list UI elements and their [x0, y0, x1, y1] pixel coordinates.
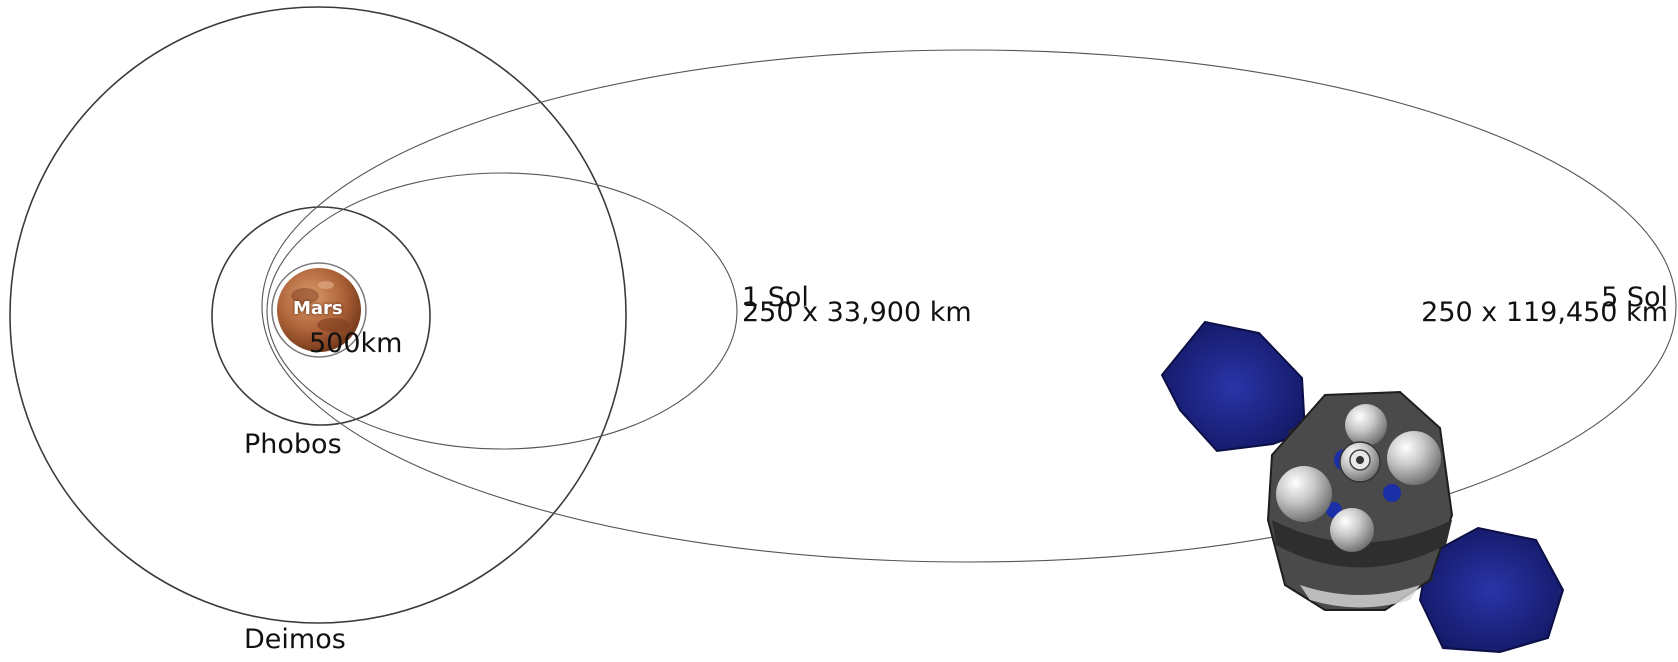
mars-label: Mars [293, 298, 343, 319]
orbit-1sol-dims: 250 x 33,900 km [742, 297, 972, 328]
phobos-orbit [211, 206, 431, 426]
deimos-orbit [9, 6, 627, 624]
phobos-label: Phobos [244, 429, 342, 460]
solar-panel-upper [1160, 320, 1307, 453]
orbit-1sol [266, 172, 738, 450]
tank-left [1276, 466, 1332, 522]
orbit-5sol [261, 49, 1677, 563]
orbit-1sol-name: 1 Sol [742, 282, 809, 313]
orbit-5sol-name: 5 Sol [1601, 282, 1668, 313]
spacecraft-illustration [1160, 320, 1565, 654]
tank-top [1345, 404, 1387, 446]
mars-planet [271, 262, 367, 358]
tank-right [1387, 431, 1441, 485]
tank-bottom [1330, 508, 1374, 552]
deimos-label: Deimos [244, 624, 346, 655]
low-orbit-label: 500km [309, 328, 403, 359]
orbit-5sol-dims: 250 x 119,450 km [1421, 297, 1668, 328]
